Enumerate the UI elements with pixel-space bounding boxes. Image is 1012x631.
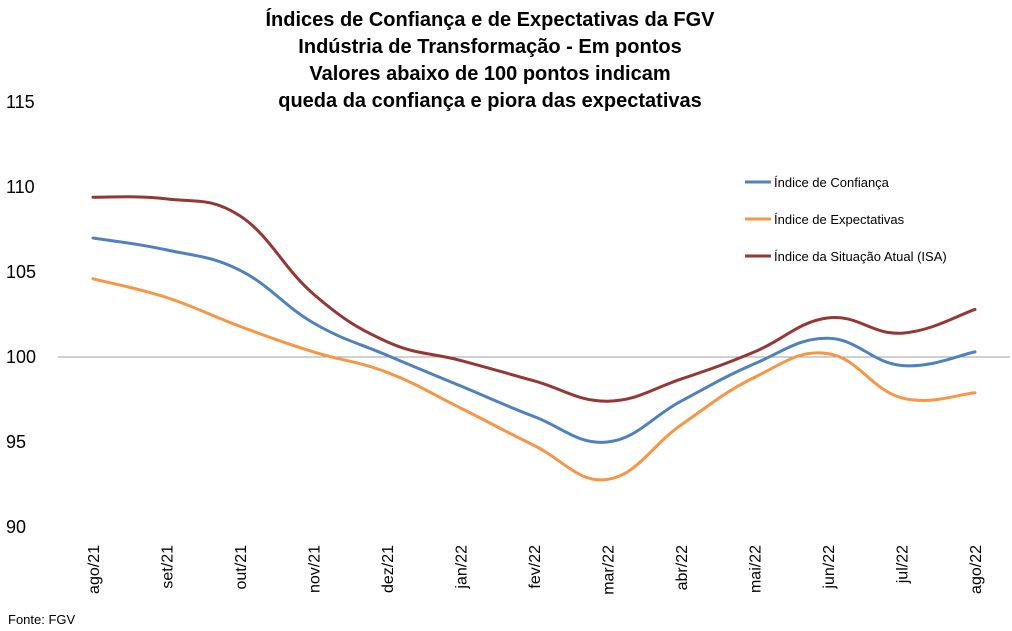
- y-axis: 115 110 105 100 95 90: [6, 92, 36, 537]
- x-tick-label: ago/21: [86, 545, 103, 594]
- series-line-2: [91, 195, 977, 403]
- series-lines: [91, 195, 977, 482]
- y-tick-label: 90: [6, 517, 26, 537]
- x-tick-label: out/21: [233, 545, 250, 590]
- legend-label: Índice de Expectativas: [774, 212, 905, 227]
- x-tick-label: jun/22: [821, 545, 838, 590]
- legend-label: Índice de Confiança: [774, 175, 890, 190]
- y-tick-label: 110: [6, 177, 35, 197]
- title-line-2: Indústria de Transformação - Em pontos: [298, 36, 681, 58]
- x-axis: ago/21 set/21 out/21 nov/21 dez/21 jan/22 fev/…: [86, 545, 985, 595]
- x-tick-label: set/21: [160, 545, 177, 589]
- y-tick-label: 115: [6, 92, 35, 112]
- x-tick-label: abr/22: [674, 545, 691, 590]
- x-tick-label: ago/22: [968, 545, 985, 594]
- series-line-0: [91, 236, 977, 444]
- legend-label: Índice da Situação Atual (ISA): [774, 249, 947, 264]
- series-line-1: [91, 277, 977, 482]
- x-tick-label: mai/22: [748, 545, 765, 593]
- x-tick-label: jan/22: [454, 545, 471, 590]
- y-tick-label: 95: [6, 432, 26, 452]
- source-note: Fonte: FGV: [8, 612, 76, 627]
- y-tick-label: 105: [6, 262, 36, 282]
- title-line-1: Índices de Confiança e de Expectativas d…: [265, 8, 715, 31]
- x-tick-label: mar/22: [601, 545, 618, 595]
- x-tick-label: jul/22: [895, 545, 912, 584]
- x-tick-label: nov/21: [307, 545, 324, 593]
- title-line-4: queda da confiança e piora das expectati…: [278, 90, 702, 112]
- title-line-3: Valores abaixo de 100 pontos indicam: [309, 63, 670, 85]
- x-tick-label: dez/21: [380, 545, 397, 593]
- x-tick-label: fev/22: [527, 545, 544, 589]
- chart-title: Índices de Confiança e de Expectativas d…: [265, 8, 715, 112]
- legend: Índice de Confiança Índice de Expectativa…: [745, 175, 947, 264]
- y-tick-label: 100: [6, 347, 36, 367]
